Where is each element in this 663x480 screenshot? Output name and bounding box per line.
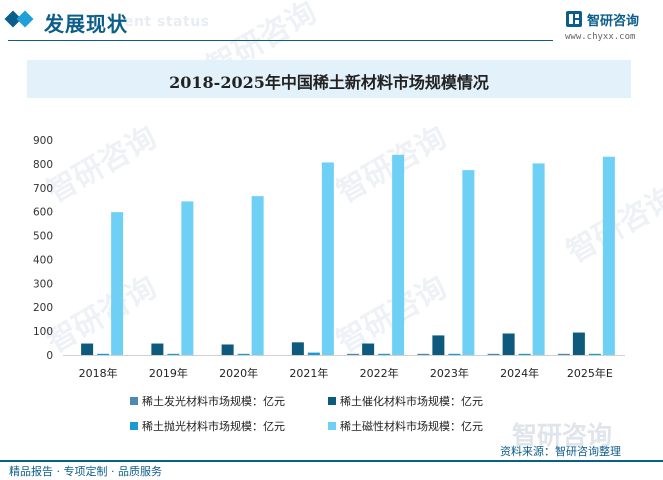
x-tick-label: 2018年 [79,366,118,380]
bar [392,154,405,355]
bar-chart: 0 100 200 300 400 500 600 700 800 900 2018年 2019年 20… [33,135,625,380]
legend-label: 稀土发光材料市场规模：亿元 [142,395,285,408]
brand-url: www.chyxx.com [565,32,636,42]
bar [572,332,585,355]
y-tick-label: 900 [33,135,53,147]
legend-label: 稀土磁性材料市场规模：亿元 [340,420,483,433]
footer: 精品报告 · 专项定制 · 品质服务 [0,460,663,480]
source-note: 资料来源：智研咨询整理 [500,445,621,458]
bar [321,162,334,355]
bar [307,352,320,355]
legend-item-catalytic: 稀土催化材料市场规模：亿元 [328,393,483,409]
legend-item-luminescent: 稀土发光材料市场规模：亿元 [130,393,285,409]
y-tick-label: 400 [33,254,53,266]
footer-slogan: 精品报告 · 专项定制 · 品质服务 [9,465,162,478]
bar [167,353,180,355]
chart-title: 2018-2025年中国稀土新材料市场规模情况 [169,73,489,92]
bar [502,333,515,355]
legend-swatch [328,422,336,430]
bar [448,353,461,355]
bar [518,353,531,355]
bar [532,163,545,355]
bar [588,353,601,355]
bar [602,156,615,355]
y-tick-label: 300 [33,278,53,290]
bar [291,342,304,355]
legend-label: 稀土抛光材料市场规模：亿元 [142,420,285,433]
y-tick-label: 500 [33,231,53,243]
legend-swatch [130,397,138,405]
bar [181,201,194,355]
bar [251,196,264,355]
brand-name: 智研咨询 [587,14,640,29]
bar [237,353,250,355]
legend-swatch [328,397,336,405]
bar [221,344,234,355]
legend-item-polishing: 稀土抛光材料市场规模：亿元 [130,418,285,434]
bar [151,343,164,355]
x-tick-label: 2021年 [289,366,328,380]
y-tick-label: 100 [33,326,53,338]
watermark-logo: 智研咨询 [512,421,613,450]
footer-divider [0,460,663,462]
y-tick-label: 200 [33,302,53,314]
header-ghost-text: ent status [124,14,210,30]
bar [462,170,475,355]
bar [487,353,500,355]
x-tick-label: 2022年 [360,366,399,380]
bar [378,353,391,355]
bar [347,353,360,355]
y-tick-label: 800 [33,159,53,171]
chart-title-banner: 2018-2025年中国稀土新材料市场规模情况 [27,60,631,98]
x-tick-label: 2025年E [567,366,613,380]
x-tick-label: 2024年 [500,366,539,380]
bar [362,343,375,355]
bar [97,353,110,355]
page-title: 发展现状 [44,12,128,36]
bar [432,335,445,355]
chyxx-logo-icon [566,11,582,27]
header-divider [8,40,553,41]
bar [557,353,570,355]
y-tick-label: 600 [33,207,53,219]
legend-swatch [130,422,138,430]
bar [417,353,430,355]
y-tick-label: 0 [46,350,53,362]
y-tick-label: 700 [33,183,53,195]
header: ent status 发展现状 智研咨询 www.chyxx.com [0,0,663,44]
x-tick-label: 2020年 [219,366,258,380]
legend-label: 稀土催化材料市场规模：亿元 [340,395,483,408]
bar [81,343,94,355]
bar [111,212,124,355]
x-tick-label: 2019年 [149,366,188,380]
x-tick-label: 2023年 [430,366,469,380]
legend-item-magnetic: 稀土磁性材料市场规模：亿元 [328,418,483,434]
